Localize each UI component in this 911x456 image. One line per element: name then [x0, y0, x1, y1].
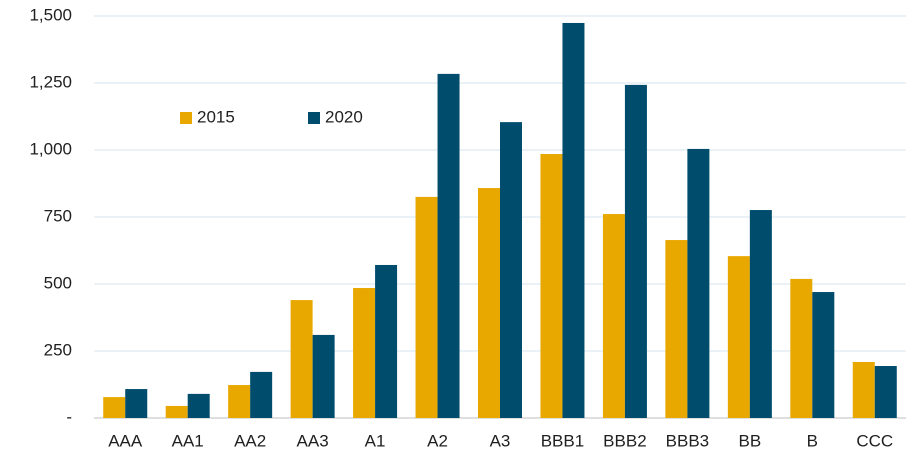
bar: [665, 240, 688, 418]
bar: [790, 278, 813, 418]
bar: [103, 397, 126, 418]
bar: [624, 84, 647, 418]
y-tick-label: 250: [44, 340, 72, 359]
y-tick-label: 1,250: [29, 72, 72, 91]
bar: [812, 292, 835, 418]
bar: [478, 188, 500, 418]
bar: [500, 122, 522, 419]
x-tick-label: AA1: [172, 431, 204, 450]
bar: [353, 288, 376, 418]
x-tick-label: AA3: [297, 431, 329, 450]
bar: [125, 389, 148, 418]
y-tick-label: 500: [44, 273, 72, 292]
y-tick-label: 1,500: [29, 5, 72, 24]
bar: [250, 371, 273, 418]
legend-swatch: [308, 112, 320, 124]
x-tick-label: BB: [739, 431, 762, 450]
x-tick-label: BBB1: [541, 431, 584, 450]
x-tick-label: A3: [490, 431, 511, 450]
legend-swatch: [180, 112, 192, 124]
x-tick-label: AAA: [108, 431, 143, 450]
bar: [540, 154, 563, 418]
bar: [687, 148, 710, 419]
bar: [562, 22, 585, 419]
bar: [228, 385, 251, 418]
bar: [290, 300, 313, 418]
y-tick-label: 750: [44, 206, 72, 225]
legend-label: 2015: [197, 107, 235, 126]
y-tick-label: 1,000: [29, 139, 72, 158]
bar: [437, 73, 460, 418]
bar: [375, 264, 398, 418]
x-tick-label: BBB2: [603, 431, 646, 450]
x-tick-label: CCC: [856, 431, 893, 450]
x-tick-label: A2: [427, 431, 448, 450]
bar: [602, 214, 625, 418]
bar: [415, 196, 438, 418]
bar: [312, 334, 335, 418]
bar: [749, 210, 772, 418]
y-tick-label: -: [66, 407, 72, 426]
bar: [852, 361, 875, 418]
bar: [727, 256, 750, 418]
legend-label: 2020: [325, 107, 363, 126]
bar: [874, 366, 897, 418]
bar: [165, 405, 188, 418]
x-tick-label: BBB3: [666, 431, 709, 450]
x-tick-label: A1: [365, 431, 386, 450]
x-tick-label: B: [807, 431, 818, 450]
bar: [187, 393, 210, 418]
x-tick-label: AA2: [234, 431, 266, 450]
